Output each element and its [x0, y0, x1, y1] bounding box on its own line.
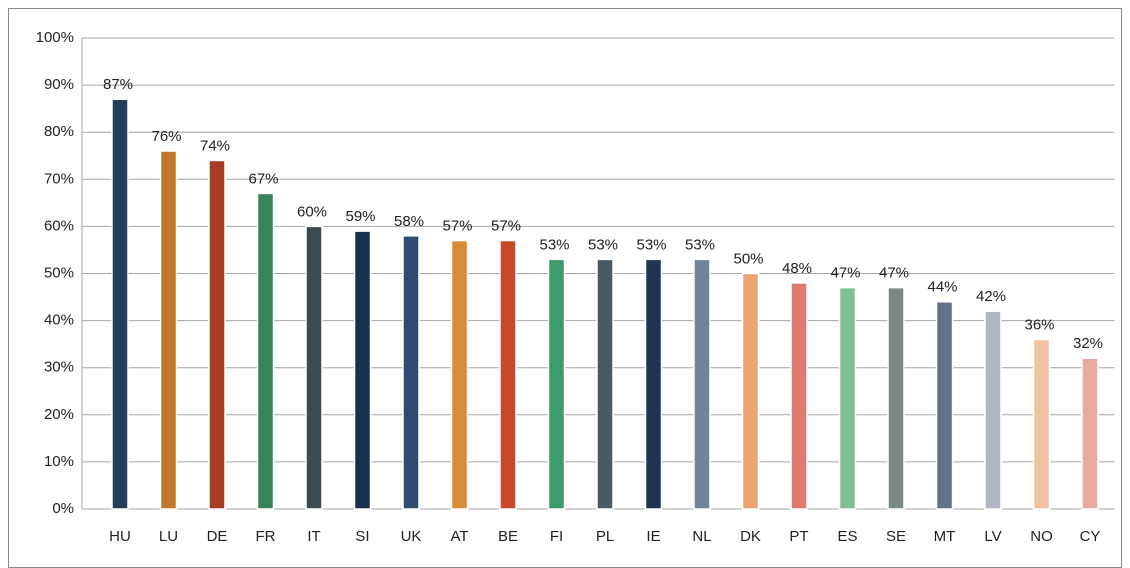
y-tick-label: 60% [44, 217, 74, 234]
value-label: 48% [782, 260, 812, 277]
y-tick-label: 90% [44, 76, 74, 93]
bar [159, 150, 178, 510]
bar [838, 286, 857, 510]
value-label: 67% [248, 170, 278, 187]
bar [353, 230, 372, 510]
bar [741, 272, 760, 510]
value-label: 57% [442, 217, 472, 234]
x-tick-label: DE [207, 528, 228, 545]
bar [693, 258, 711, 510]
value-label: 32% [1073, 335, 1103, 352]
y-tick-label: 10% [44, 453, 74, 470]
bar [984, 310, 1002, 510]
x-tick-label: FR [256, 528, 276, 545]
x-tick-label: IE [646, 528, 660, 545]
x-tick-label: PT [789, 528, 808, 545]
y-tick-label: 80% [44, 123, 74, 140]
bar [1081, 357, 1099, 510]
bar [208, 159, 226, 510]
x-tick-label: ES [837, 528, 857, 545]
x-tick-label: PL [596, 528, 614, 545]
value-label: 60% [297, 203, 327, 220]
bar [596, 258, 614, 510]
x-tick-label: CY [1080, 528, 1101, 545]
bar [450, 239, 469, 510]
x-tick-label: SI [355, 528, 369, 545]
value-label: 47% [830, 265, 860, 282]
bar [644, 258, 663, 510]
x-tick-label: SE [886, 528, 906, 545]
bar [499, 239, 517, 510]
bar [935, 301, 954, 510]
y-tick-label: 50% [44, 264, 74, 281]
x-tick-label: DK [740, 528, 761, 545]
y-tick-label: 100% [36, 29, 74, 46]
y-tick-label: 0% [52, 500, 74, 517]
y-tick-label: 20% [44, 406, 74, 423]
y-tick-label: 40% [44, 312, 74, 329]
value-label: 47% [879, 265, 909, 282]
x-tick-label: BE [498, 528, 518, 545]
value-label: 74% [200, 137, 230, 154]
value-label: 53% [588, 236, 618, 253]
bar [887, 286, 905, 510]
bar [790, 282, 808, 510]
y-tick-label: 70% [44, 170, 74, 187]
x-tick-label: HU [109, 528, 131, 545]
x-tick-label: LU [159, 528, 178, 545]
value-label: 76% [151, 128, 181, 145]
value-label: 36% [1024, 316, 1054, 333]
value-label: 87% [103, 76, 133, 93]
bar [402, 235, 420, 510]
y-tick-label: 30% [44, 359, 74, 376]
bar [1032, 338, 1051, 510]
x-tick-label: FI [550, 528, 563, 545]
value-label: 53% [636, 236, 666, 253]
value-label: 53% [685, 236, 715, 253]
x-tick-label: MT [934, 528, 956, 545]
value-label: 50% [733, 250, 763, 267]
value-label: 59% [345, 208, 375, 225]
x-tick-label: NO [1030, 528, 1053, 545]
x-tick-label: NL [692, 528, 711, 545]
value-label: 53% [539, 236, 569, 253]
x-tick-label: UK [401, 528, 422, 545]
bar [547, 258, 566, 510]
value-label: 57% [491, 217, 521, 234]
value-label: 42% [976, 288, 1006, 305]
x-tick-label: IT [307, 528, 320, 545]
value-label: 44% [927, 279, 957, 296]
bar [256, 192, 275, 510]
x-tick-label: LV [984, 528, 1001, 545]
bar [305, 225, 323, 510]
x-tick-label: AT [450, 528, 468, 545]
value-label: 58% [394, 213, 424, 230]
bar [111, 98, 129, 510]
